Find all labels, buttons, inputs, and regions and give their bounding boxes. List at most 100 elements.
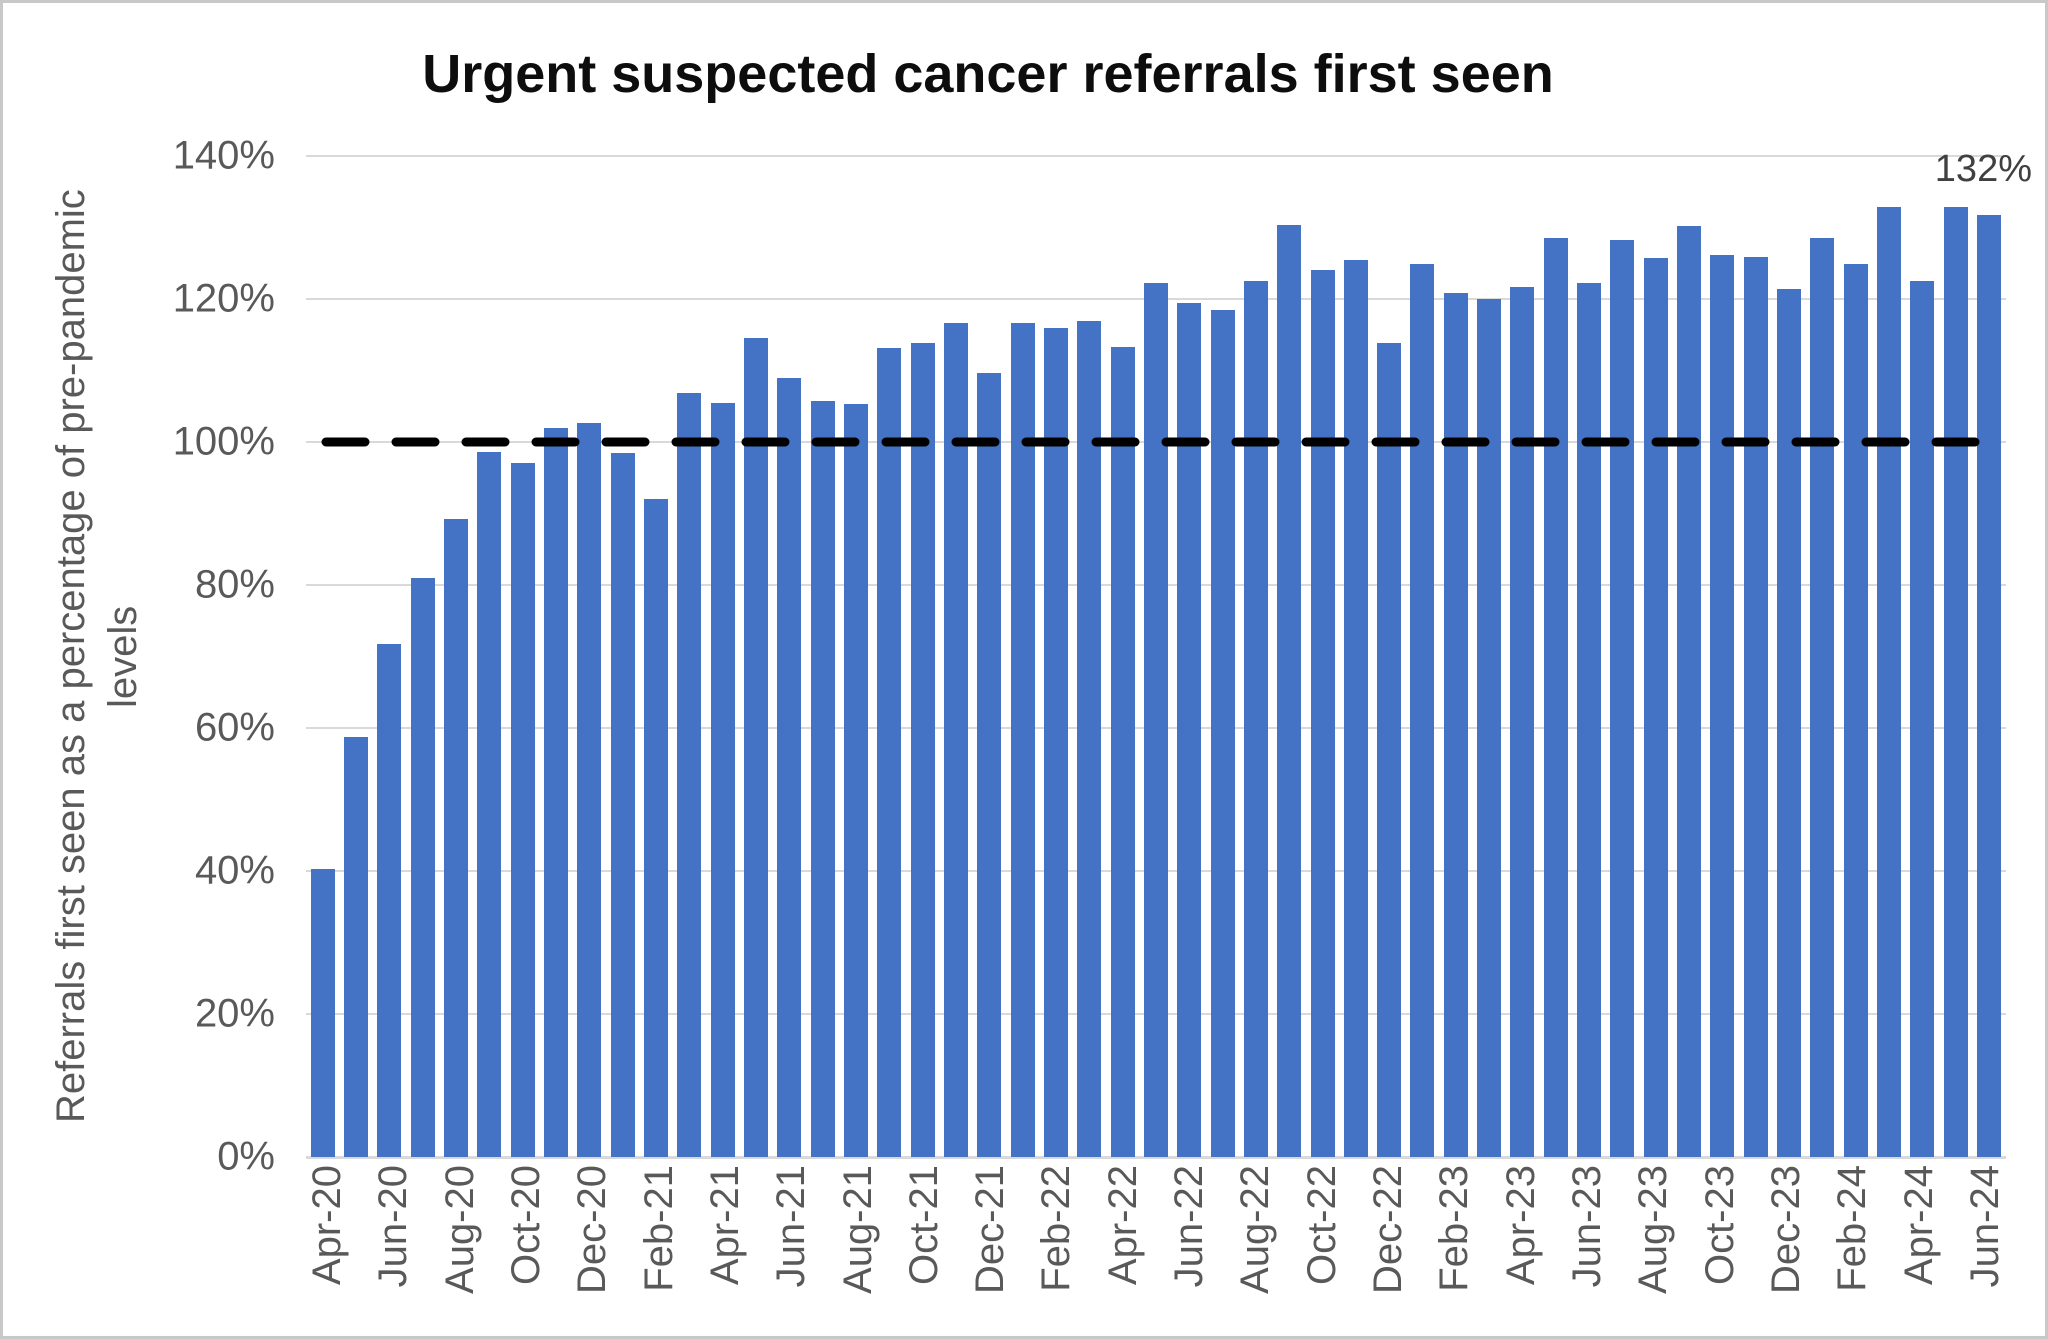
- bar-Nov-22: [1343, 259, 1368, 1157]
- x-tick-label-Aug-22: Aug-22: [1233, 1165, 1278, 1294]
- bar-slot-Feb-24: [1839, 156, 1872, 1157]
- x-slot-Jun-20: Jun-20: [371, 1165, 416, 1288]
- bar-Jun-20: [377, 643, 402, 1157]
- bar-Nov-23: [1743, 256, 1768, 1157]
- x-slot-Aug-21: Aug-21: [836, 1165, 880, 1294]
- x-tick-label-Feb-23: Feb-23: [1432, 1165, 1477, 1292]
- x-slot-Dec-23: Dec-23: [1764, 1165, 1808, 1294]
- bar-Jun-21: [777, 378, 802, 1157]
- x-tick-label-Jun-21: Jun-21: [769, 1165, 814, 1288]
- bar-Apr-20: [310, 868, 335, 1157]
- x-tick-label-Jun-23: Jun-23: [1564, 1165, 1609, 1288]
- x-slot-Feb-22: Feb-22: [1034, 1165, 1078, 1292]
- x-axis-tick-labels: Apr-20 Jun-20 Aug-20 Oct-20 Dec-20 Feb-21 Apr-…: [305, 1165, 2007, 1335]
- bar-slot-May-20: [339, 156, 372, 1157]
- bar-May-24: [1943, 207, 1968, 1157]
- bar-slot-Jan-23: [1406, 156, 1439, 1157]
- bar-slot-Aug-22: [1239, 156, 1272, 1157]
- x-slot-Oct-21: Oct-21: [902, 1165, 946, 1285]
- pre-pandemic-reference-line: [321, 437, 2003, 447]
- bar-slot-May-22: [1139, 156, 1172, 1157]
- x-slot-Dec-21: Dec-21: [968, 1165, 1013, 1294]
- bar-Aug-20: [443, 518, 468, 1157]
- bar-slot-Aug-23: [1639, 156, 1672, 1157]
- bar-slot-Sep-22: [1273, 156, 1306, 1157]
- bar-slot-Dec-22: [1373, 156, 1406, 1157]
- bar-May-20: [343, 736, 368, 1157]
- x-slot-Apr-24: Apr-24: [1897, 1165, 1941, 1285]
- bar-Jun-24: [1977, 215, 2002, 1157]
- chart-title: Urgent suspected cancer referrals first …: [422, 44, 1554, 104]
- y-tick-label-140: 140%: [172, 133, 275, 178]
- x-tick-label-Aug-20: Aug-20: [437, 1165, 482, 1294]
- bar-slot-Jul-20: [406, 156, 439, 1157]
- bar-Jan-21: [610, 452, 635, 1157]
- bar-slot-May-24: [1939, 156, 1972, 1157]
- bar-series: [306, 156, 2006, 1157]
- bar-slot-Apr-21: [706, 156, 739, 1157]
- bar-Mar-24: [1877, 206, 1902, 1157]
- bar-Nov-21: [943, 323, 968, 1157]
- bar-Sep-21: [877, 348, 902, 1157]
- x-slot-Apr-21: Apr-21: [703, 1165, 747, 1285]
- x-tick-label-Dec-20: Dec-20: [570, 1165, 615, 1294]
- bar-Dec-22: [1377, 343, 1402, 1157]
- bar-Jul-22: [1210, 310, 1235, 1157]
- y-tick-label-60: 60%: [194, 705, 275, 750]
- bar-slot-Dec-23: [1772, 156, 1805, 1157]
- x-slot-Oct-22: Oct-22: [1299, 1165, 1344, 1286]
- bar-slot-Mar-22: [1073, 156, 1106, 1157]
- bar-slot-Feb-22: [1039, 156, 1072, 1157]
- bar-May-21: [743, 338, 768, 1157]
- x-tick-label-Jun-24: Jun-24: [1962, 1165, 2007, 1288]
- x-slot-Apr-23: Apr-23: [1499, 1165, 1543, 1285]
- bar-slot-Jul-23: [1606, 156, 1639, 1157]
- y-axis-title-line-1: Referrals first seen as a percentage of …: [49, 189, 93, 1124]
- x-slot-Aug-23: Aug-23: [1631, 1165, 1676, 1294]
- x-tick-label-Feb-24: Feb-24: [1830, 1165, 1875, 1292]
- bar-Dec-23: [1777, 289, 1802, 1157]
- bar-Aug-23: [1643, 257, 1668, 1157]
- bar-Jul-20: [410, 577, 435, 1157]
- bar-Mar-21: [677, 392, 702, 1157]
- bar-slot-Apr-22: [1106, 156, 1139, 1157]
- bar-Oct-20: [510, 463, 535, 1157]
- bar-slot-Feb-23: [1439, 156, 1472, 1157]
- bar-slot-Oct-20: [506, 156, 539, 1157]
- bar-May-23: [1543, 238, 1568, 1157]
- bar-slot-Mar-24: [1872, 156, 1905, 1157]
- bar-Dec-21: [977, 373, 1002, 1157]
- x-slot-Dec-20: Dec-20: [570, 1165, 615, 1294]
- x-slot-Jun-23: Jun-23: [1564, 1165, 1609, 1288]
- bar-slot-Oct-22: [1306, 156, 1339, 1157]
- bar-Oct-22: [1310, 270, 1335, 1157]
- bar-slot-Oct-21: [906, 156, 939, 1157]
- bar-slot-Dec-20: [573, 156, 606, 1157]
- x-slot-Aug-22: Aug-22: [1233, 1165, 1278, 1294]
- x-slot-Jun-24: Jun-24: [1962, 1165, 2007, 1288]
- x-slot-Apr-20: Apr-20: [305, 1165, 349, 1285]
- bar-Jul-23: [1610, 240, 1635, 1157]
- x-tick-label-Aug-23: Aug-23: [1631, 1165, 1676, 1294]
- bar-slot-Jun-24: [1972, 156, 2005, 1157]
- bar-slot-Sep-20: [473, 156, 506, 1157]
- x-slot-Feb-24: Feb-24: [1830, 1165, 1875, 1292]
- bar-slot-Oct-23: [1706, 156, 1739, 1157]
- x-tick-label-Dec-21: Dec-21: [968, 1165, 1013, 1294]
- x-tick-label-Oct-20: Oct-20: [503, 1165, 548, 1286]
- bar-slot-Dec-21: [973, 156, 1006, 1157]
- bar-slot-Nov-21: [939, 156, 972, 1157]
- bar-Feb-23: [1443, 292, 1468, 1157]
- bar-Aug-21: [843, 404, 868, 1157]
- bar-Sep-23: [1677, 226, 1702, 1157]
- x-tick-label-Dec-22: Dec-22: [1366, 1165, 1410, 1294]
- x-tick-label-Apr-22: Apr-22: [1100, 1165, 1145, 1286]
- bar-Apr-24: [1910, 281, 1935, 1157]
- x-slot-Oct-20: Oct-20: [503, 1165, 548, 1286]
- x-tick-label-Oct-22: Oct-22: [1299, 1165, 1344, 1286]
- bar-Feb-22: [1043, 328, 1068, 1157]
- x-tick-label-Jun-20: Jun-20: [371, 1165, 416, 1288]
- bar-slot-Sep-23: [1672, 156, 1705, 1157]
- gridline-0: [306, 1156, 2006, 1159]
- x-slot-Feb-21: Feb-21: [637, 1165, 681, 1292]
